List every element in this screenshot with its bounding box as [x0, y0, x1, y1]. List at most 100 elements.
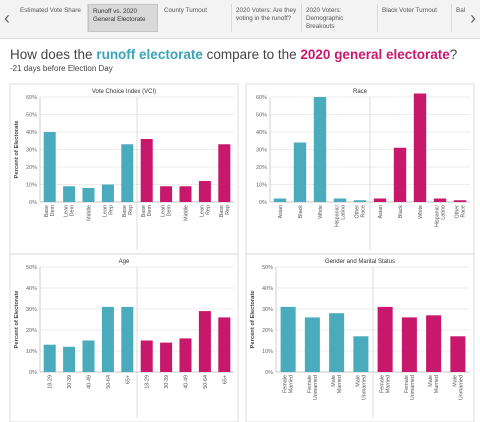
x-tick-label-part: Middle: [87, 205, 93, 221]
x-tick-label-part: Unmarried: [458, 375, 464, 400]
chevron-right-icon[interactable]: ›: [470, 8, 476, 28]
bar: [63, 186, 76, 202]
bar: [273, 198, 287, 202]
bar: [140, 340, 153, 372]
y-tick-label: 50%: [26, 113, 37, 119]
x-tick-label-part: Rep: [108, 205, 114, 215]
x-tick-label-part: Lean: [161, 205, 167, 217]
x-tick-label: Asian: [278, 205, 284, 219]
tab-black-voter-turnout[interactable]: Black Voter Turnout: [378, 4, 452, 32]
x-tick-label: Asian: [378, 205, 384, 219]
bar: [179, 186, 192, 202]
x-tick-label-part: Other: [355, 205, 361, 219]
y-tick-label: 10%: [26, 183, 37, 189]
bar: [333, 198, 347, 202]
x-tick-label: White: [318, 205, 324, 219]
bar: [304, 317, 320, 372]
x-tick-label-part: Base: [122, 205, 128, 217]
x-tick-label-part: Male: [331, 375, 337, 387]
y-tick-label: 0%: [259, 200, 267, 206]
x-tick-label: OtherRace: [455, 205, 467, 219]
electorate-charts: Vote Choice Index (VCI) 0% 10% 20% 30% 40% 50%…: [9, 83, 475, 422]
x-tick-label-part: 40-49: [87, 375, 93, 389]
chart-title: Gender and Marital Status: [325, 259, 395, 265]
x-tick-label: White: [418, 205, 424, 219]
y-tick-label: 40%: [262, 286, 273, 292]
tab-estimated-vote-share[interactable]: Estimated Vote Share: [16, 4, 88, 32]
chart-title: Age: [119, 259, 130, 265]
y-tick-label: 10%: [256, 183, 267, 189]
y-axis-label: Percent of Electorate: [14, 120, 20, 179]
y-tick-label: 30%: [26, 148, 37, 154]
x-tick-label: LeanRep: [199, 205, 211, 217]
x-tick-label-part: 30-39: [164, 375, 170, 389]
bar: [413, 93, 427, 202]
x-tick-label-part: Dem: [50, 204, 56, 216]
x-tick-label-part: Rep: [205, 205, 211, 215]
x-tick-label-part: White: [418, 205, 424, 219]
x-tick-label-part: Base: [141, 205, 147, 217]
bar: [293, 142, 307, 202]
bar: [43, 344, 56, 372]
tab-bal[interactable]: Bal: [456, 7, 466, 14]
bar: [140, 139, 153, 202]
tab-2020-voters-runoff[interactable]: 2020 Voters: Are they voting in the runo…: [232, 4, 302, 32]
x-tick-label-part: Asian: [278, 205, 284, 219]
x-tick-label-part: 30-39: [67, 375, 73, 389]
x-tick-label: LeanDem: [161, 204, 173, 217]
x-tick-label-part: Middle: [184, 205, 190, 221]
x-tick-label-part: 50-64: [203, 375, 209, 389]
x-tick-label: 65+: [125, 375, 131, 384]
bar: [353, 336, 369, 372]
bar: [393, 147, 407, 202]
x-tick-label-part: Married: [386, 375, 392, 393]
x-tick-label-part: Female: [380, 375, 386, 393]
x-tick-label-part: Latino: [341, 205, 347, 220]
x-tick-label-part: Male: [452, 375, 458, 387]
x-tick-label: BaseRep: [219, 205, 231, 217]
bar: [101, 306, 114, 372]
x-tick-label: 30-39: [67, 375, 73, 389]
y-tick-label: 20%: [26, 165, 37, 171]
y-tick-label: 40%: [256, 130, 267, 136]
x-tick-label-part: Rep: [128, 205, 134, 215]
bar: [179, 338, 192, 372]
y-tick-label: 0%: [29, 370, 37, 376]
bar: [329, 313, 345, 372]
tab-runoff-vs-2020[interactable]: Runoff vs. 2020 General Electorate: [88, 4, 158, 32]
headline-suffix: ?: [449, 47, 458, 62]
y-tick-label: 20%: [262, 328, 273, 334]
x-tick-label-part: White: [318, 205, 324, 219]
bar: [121, 144, 134, 202]
headline-runoff-electorate: runoff electorate: [96, 47, 203, 62]
x-tick-label: MaleMarried: [331, 375, 343, 393]
y-tick-label: 30%: [256, 148, 267, 154]
bar: [43, 132, 56, 202]
chart-panel: [245, 253, 475, 422]
x-tick-label-part: Dem: [70, 204, 76, 216]
headline-prefix: How does the: [10, 47, 97, 62]
x-tick-label-part: Unmarried: [313, 375, 319, 400]
tab-county-turnout[interactable]: County Turnout: [160, 4, 232, 32]
bar: [101, 184, 114, 202]
chevron-left-icon[interactable]: ‹: [4, 8, 10, 28]
chart-title: Race: [353, 89, 368, 95]
tab-2020-voters-demographics[interactable]: 2020 Voters: Demographic Breakouts: [302, 4, 378, 32]
bar: [280, 306, 296, 372]
x-tick-label: Hispanic/Latino: [435, 204, 447, 227]
y-tick-label: 50%: [256, 113, 267, 119]
x-tick-label: Middle: [87, 205, 93, 221]
y-tick-label: 40%: [26, 130, 37, 136]
x-tick-label-part: Black: [398, 205, 404, 218]
x-tick-label-part: Dem: [147, 204, 153, 216]
bar: [160, 342, 173, 372]
x-tick-label-part: Hispanic/: [435, 204, 441, 227]
x-tick-label: FemaleMarried: [380, 375, 392, 393]
x-tick-label-part: Race: [461, 205, 467, 218]
bar: [453, 200, 467, 202]
x-tick-label-part: Married: [434, 375, 440, 393]
bar: [373, 198, 387, 202]
x-tick-label: MaleMarried: [428, 375, 440, 393]
x-tick-label-part: Married: [337, 375, 343, 393]
x-tick-label: 40-49: [184, 375, 190, 389]
